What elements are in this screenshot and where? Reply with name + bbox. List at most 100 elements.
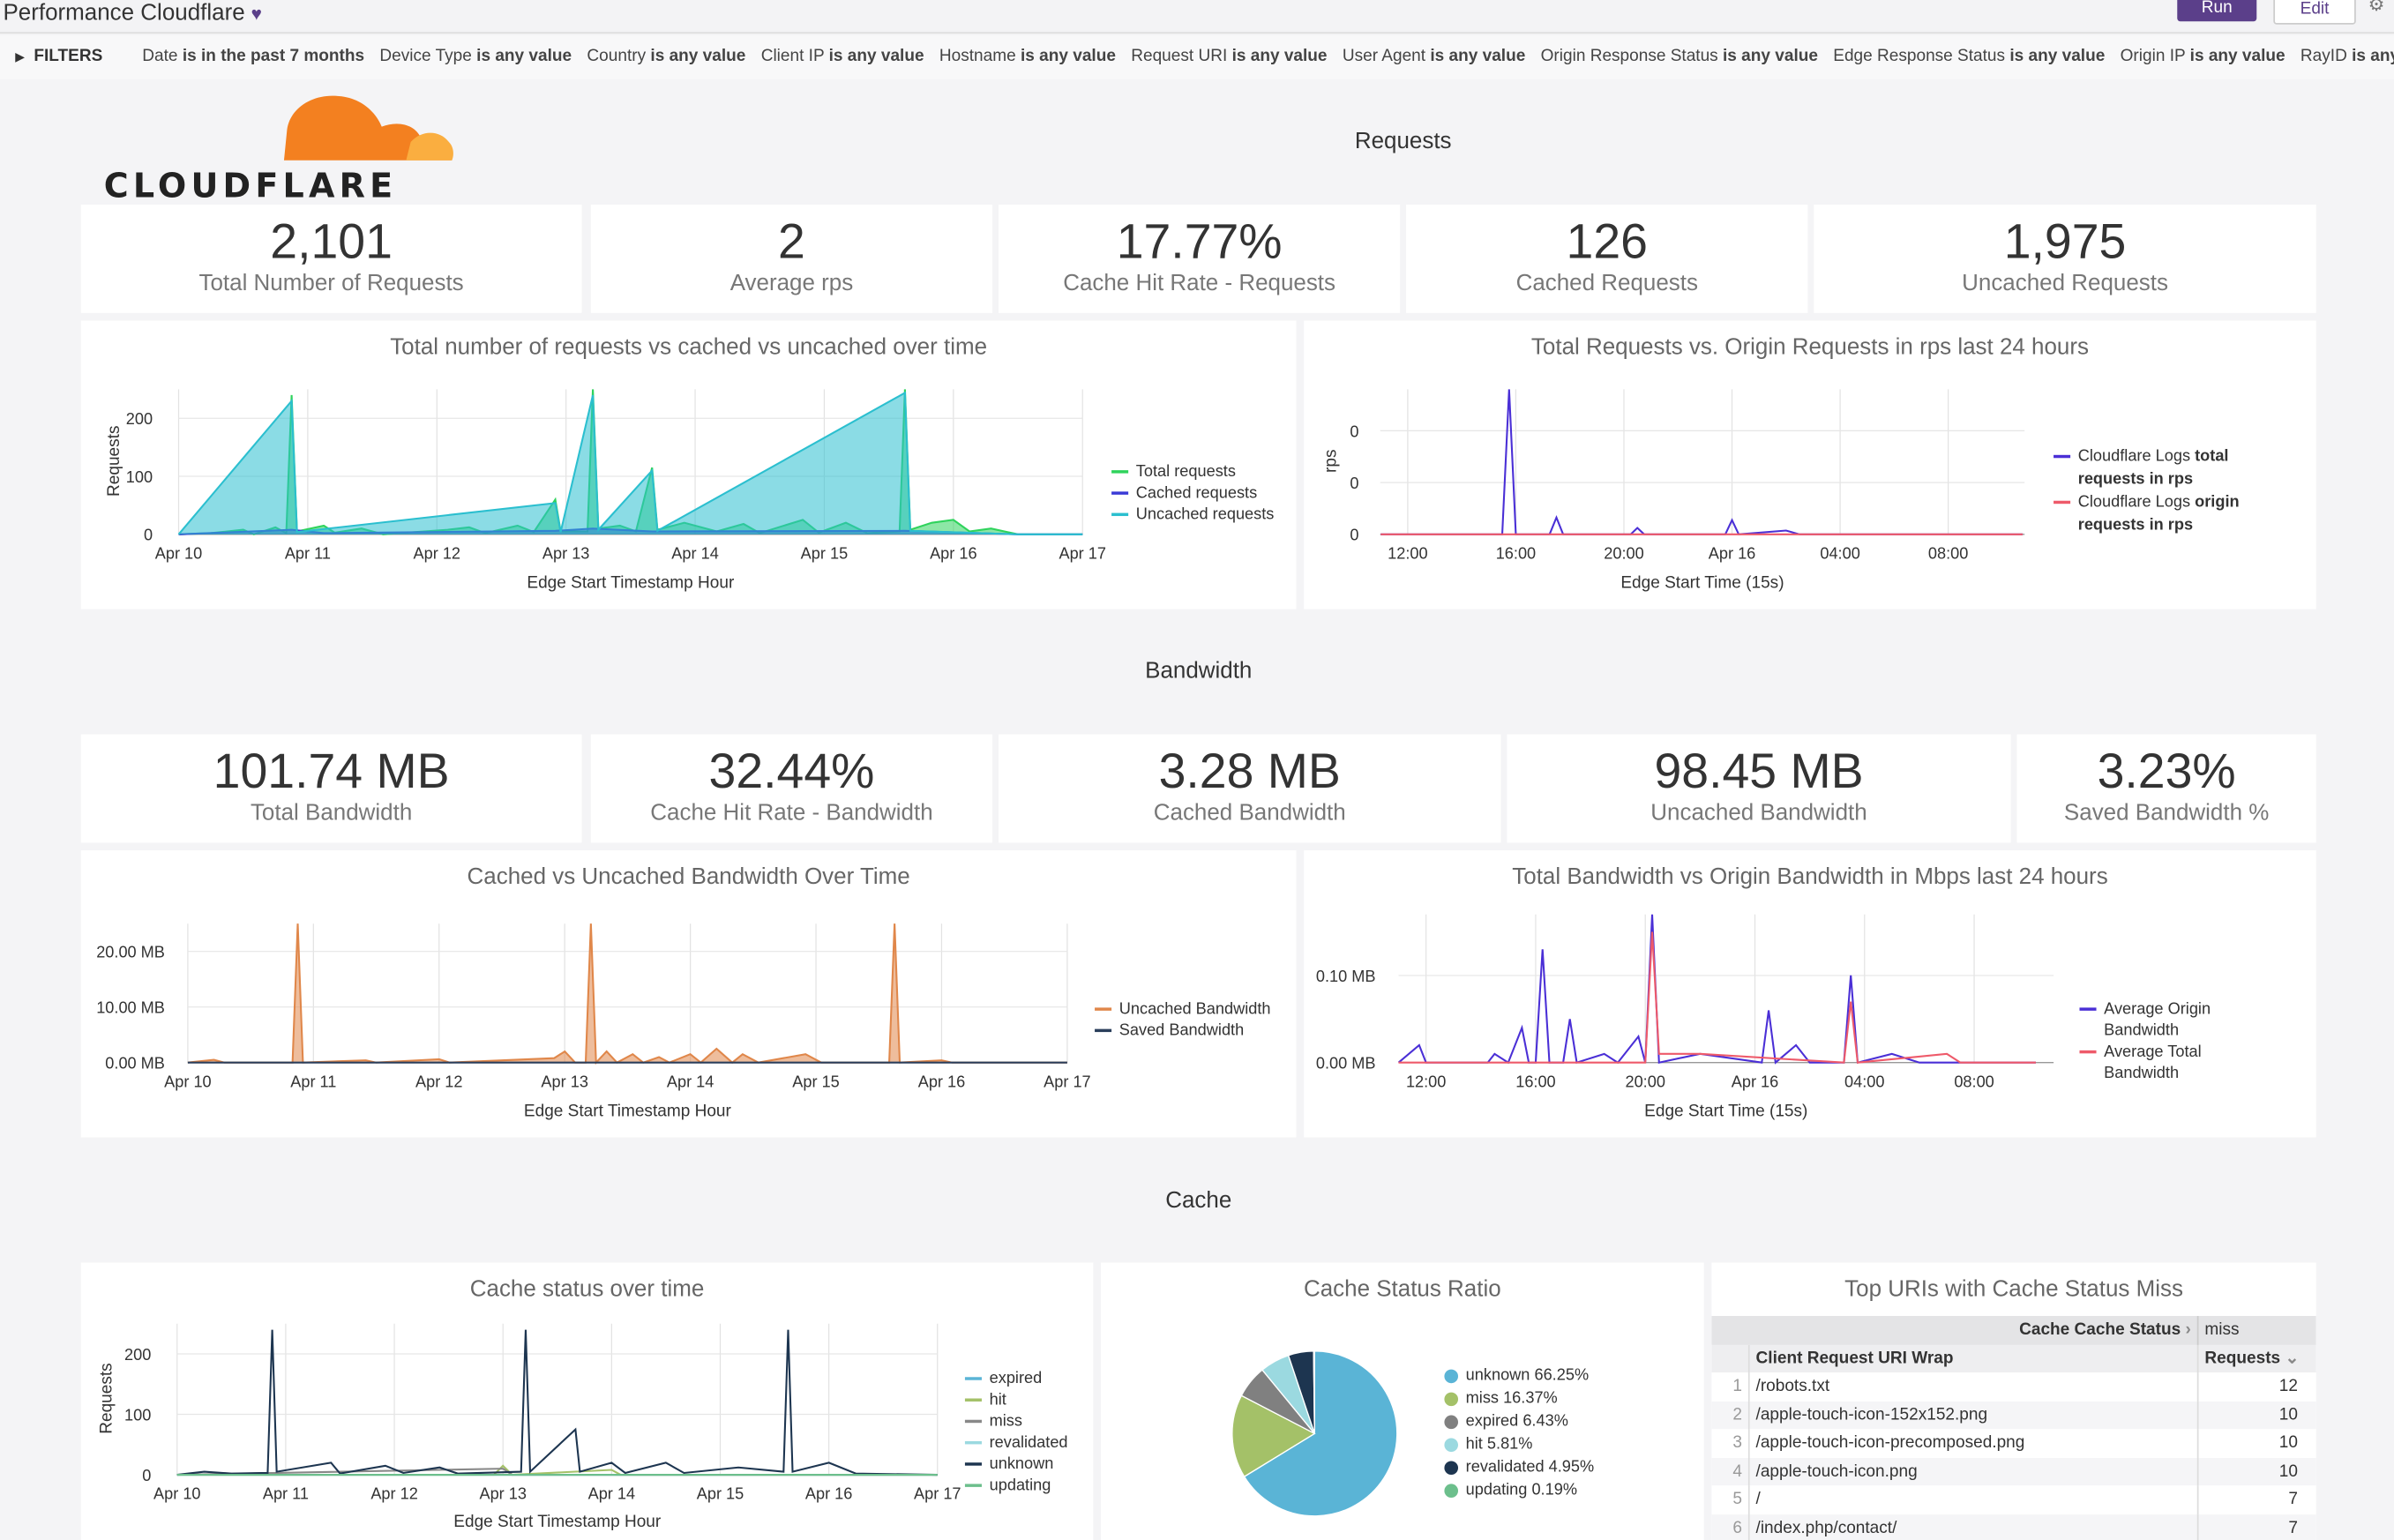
filter-field: Request URI — [1131, 47, 1228, 66]
filter-chip[interactable]: Device Type is any value — [379, 48, 572, 66]
legend-item[interactable]: Total requests — [1111, 461, 1310, 482]
legend-item[interactable]: unknown 66.25% — [1444, 1364, 1594, 1387]
legend-swatch-icon — [964, 1440, 982, 1445]
table-row[interactable]: 6/index.php/contact/7 — [1711, 1514, 2316, 1540]
pie-slice-unknown[interactable] — [1243, 1350, 1398, 1517]
table-row[interactable]: 2/apple-touch-icon-152x152.png 10 — [1711, 1401, 2316, 1430]
filter-chip[interactable]: Country is any value — [587, 48, 745, 66]
legend-item[interactable]: unknown — [964, 1454, 1163, 1475]
table-row[interactable]: 3/apple-touch-icon-precomposed.png 10 — [1711, 1429, 2316, 1458]
y-tick-label: 20.00 MB — [96, 944, 165, 961]
legend-item[interactable]: miss 16.37% — [1444, 1387, 1594, 1410]
legend-item[interactable]: hit 5.81% — [1444, 1433, 1594, 1456]
filter-chip[interactable]: Client IP is any value — [761, 48, 924, 66]
section-cache: Cache — [1165, 1187, 1232, 1215]
legend-swatch-icon — [1111, 470, 1129, 474]
filter-chip[interactable]: Date is in the past 7 months — [142, 48, 364, 66]
dashboard-title: Performance Cloudflare ♥ — [3, 0, 261, 27]
filter-condition: is any value — [2189, 47, 2286, 66]
legend-item[interactable]: updating 0.19% — [1444, 1479, 1594, 1502]
filters-label[interactable]: FILTERS — [34, 47, 103, 66]
legend-label-plain: Cloudflare Logs — [2077, 493, 2196, 512]
legend-item[interactable]: Saved Bandwidth — [1095, 1020, 1293, 1041]
filter-chip[interactable]: Request URI is any value — [1131, 48, 1327, 66]
kpi-tile: 3.23% Saved Bandwidth % — [2016, 734, 2316, 843]
x-tick-label: Apr 16 — [930, 545, 976, 563]
legend-label: expired 6.43% — [1465, 1412, 1568, 1431]
y-tick-label: 0 — [1350, 475, 1358, 492]
filter-chip[interactable]: RayID is any valu... — [2300, 48, 2394, 66]
filter-field: RayID — [2300, 47, 2347, 66]
favorite-heart-icon[interactable]: ♥ — [251, 3, 262, 25]
pie-svg — [1231, 1350, 1398, 1517]
chart-title: Cached vs Uncached Bandwidth Over Time — [467, 863, 910, 891]
legend-label: Cached requests — [1135, 483, 1258, 503]
series-line-0[interactable] — [1397, 914, 2036, 1065]
kpi-value: 2,101 — [270, 213, 393, 269]
filter-field: Origin Response Status — [1540, 47, 1718, 66]
row-number: 4 — [1711, 1457, 1750, 1486]
pivot-header[interactable]: Cache Cache Status › — [1711, 1316, 2197, 1344]
pie-slice-miss[interactable] — [1231, 1394, 1316, 1478]
filter-chip[interactable]: Hostname is any value — [939, 48, 1116, 66]
legend-swatch-icon — [2054, 454, 2071, 459]
legend-item[interactable]: miss — [964, 1410, 1163, 1432]
uri-table: Cache Cache Status › miss Client Request … — [1711, 1316, 2316, 1540]
x-tick-label: Apr 10 — [164, 1073, 212, 1090]
edit-button[interactable]: Edit — [2273, 0, 2356, 25]
legend-item[interactable]: revalidated — [964, 1432, 1163, 1454]
legend-item[interactable]: Cloudflare Logs total requests in rps — [2054, 445, 2267, 491]
chart-requests-over-time: Total number of requests vs cached vs un… — [80, 320, 1297, 609]
legend-item[interactable]: Cached requests — [1111, 482, 1310, 504]
filter-field: Edge Response Status — [1833, 47, 2006, 66]
caret-right-icon[interactable]: ▶ — [15, 50, 25, 64]
legend-item[interactable]: updating — [964, 1475, 1163, 1496]
filter-chip[interactable]: User Agent is any value — [1343, 48, 1525, 66]
legend-swatch-icon — [2079, 1050, 2097, 1054]
pie-slice-updating[interactable] — [1313, 1350, 1315, 1434]
filter-chip[interactable]: Edge Response Status is any value — [1833, 48, 2105, 66]
series-line-0[interactable] — [1380, 389, 2023, 535]
table-row[interactable]: 5 / 7 — [1711, 1485, 2316, 1514]
legend-item[interactable]: expired 6.43% — [1444, 1410, 1594, 1433]
x-tick-label: Apr 13 — [541, 1073, 588, 1090]
x-tick-label: Apr 10 — [153, 1485, 201, 1503]
legend-item[interactable]: Uncached requests — [1111, 504, 1310, 525]
x-tick-label: Apr 17 — [1059, 545, 1105, 563]
gear-icon[interactable]: ⚙ — [2368, 0, 2385, 16]
legend-swatch-icon — [1111, 512, 1129, 517]
series-line-4[interactable] — [176, 1329, 938, 1476]
series-line-1[interactable] — [1398, 931, 2036, 1064]
filters-bar[interactable]: ▶ FILTERS Date is in the past 7 months Devi… — [0, 34, 2394, 80]
table-row[interactable]: 1/robots.txt 12 — [1711, 1372, 2316, 1402]
legend-label: hit — [989, 1390, 1006, 1409]
legend-item[interactable]: Uncached Bandwidth — [1095, 998, 1293, 1020]
series-line-0[interactable] — [187, 923, 1067, 1065]
requests-cell: 10 — [2196, 1401, 2316, 1430]
filter-field: User Agent — [1342, 47, 1426, 66]
kpi-tile: 126 Cached Requests — [1406, 204, 1808, 313]
legend-swatch-icon — [2054, 500, 2071, 505]
cloud-logo-icon: CLOUDFLARE — [104, 95, 453, 205]
legend-item[interactable]: Average Total Bandwidth — [2079, 1041, 2278, 1083]
run-button[interactable]: Run — [2177, 0, 2257, 22]
legend-item[interactable]: Average Origin Bandwidth — [2079, 998, 2278, 1041]
table-row[interactable]: 4/apple-touch-icon.png 10 — [1711, 1457, 2316, 1486]
kpi-label: Cached Bandwidth — [1153, 799, 1346, 826]
legend-item[interactable]: revalidated 4.95% — [1444, 1456, 1594, 1479]
x-tick-label: 04:00 — [1820, 545, 1859, 563]
chart-svg: Apr 10 Apr 11 Apr 12 Apr 13 Apr 14 Apr 15 Apr … — [126, 389, 1106, 563]
legend-item[interactable]: Cloudflare Logs origin requests in rps — [2054, 491, 2267, 537]
y-tick-label: 200 — [124, 1346, 151, 1364]
legend-item[interactable]: expired — [964, 1368, 1163, 1389]
chart-title: Total Requests vs. Origin Requests in rp… — [1530, 334, 2090, 361]
x-tick-label: Apr 12 — [370, 1485, 418, 1503]
filter-chip[interactable]: Origin IP is any value — [2121, 48, 2286, 66]
column-header-uri[interactable]: Client Request URI Wrap — [1755, 1349, 1954, 1368]
x-tick-label: 08:00 — [1954, 1073, 1994, 1090]
legend-item[interactable]: hit — [964, 1389, 1163, 1410]
column-header-requests[interactable]: Requests ⌄ — [2196, 1344, 2316, 1373]
filter-chip[interactable]: Origin Response Status is any value — [1541, 48, 1818, 66]
series-line-2[interactable] — [177, 391, 1083, 535]
legend-label-bold: origin requests in rps — [2077, 493, 2240, 535]
